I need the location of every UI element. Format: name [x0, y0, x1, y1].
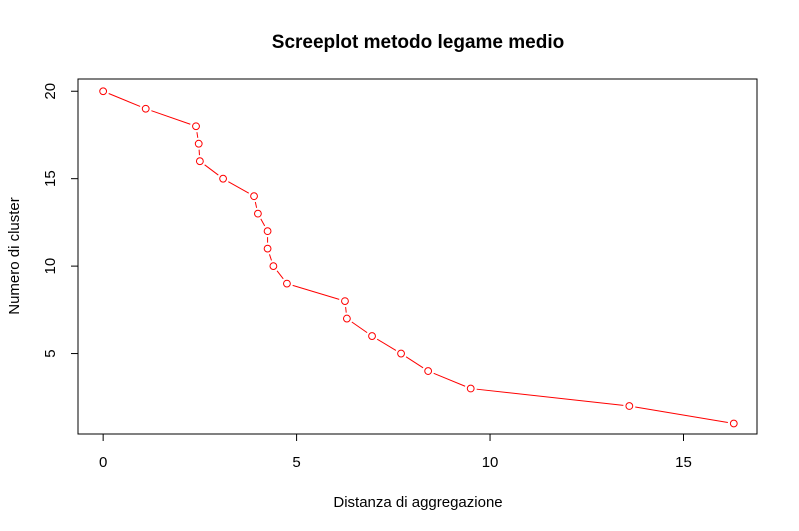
y-tick-label: 15	[42, 170, 59, 187]
data-point	[625, 402, 634, 410]
data-point	[254, 209, 262, 218]
y-axis-label: Numero di cluster	[6, 197, 23, 315]
series-segment	[635, 406, 728, 424]
y-axis: 5 10 15 20	[42, 83, 79, 358]
x-axis: 0 5 10 15	[99, 433, 692, 471]
data-point	[283, 279, 291, 288]
data-point	[99, 87, 108, 96]
data-point	[368, 332, 376, 340]
data-point	[194, 139, 203, 148]
y-tick-label: 20	[42, 83, 59, 100]
data-point	[341, 297, 349, 305]
chart-title: Screeplot metodo legame medio	[272, 32, 564, 53]
data-point	[195, 157, 204, 166]
series-segment	[108, 93, 141, 107]
data-point	[141, 104, 150, 113]
series-segment	[204, 164, 219, 176]
data-point	[342, 314, 351, 323]
series-segment	[405, 356, 424, 369]
series-segment	[268, 254, 272, 261]
series-segment	[433, 372, 466, 387]
series-segment	[196, 132, 199, 138]
data-point	[219, 174, 227, 183]
x-tick-label: 0	[99, 454, 107, 471]
series-segment	[376, 338, 397, 351]
data-point	[397, 349, 405, 358]
data-point	[269, 262, 278, 271]
series-segment	[276, 270, 284, 280]
series-segment	[228, 181, 250, 194]
y-tick-label: 10	[42, 258, 59, 275]
x-tick-label: 5	[292, 454, 300, 471]
data-point	[192, 122, 200, 131]
series-segment	[476, 388, 624, 406]
data-point	[250, 192, 258, 201]
x-tick-label: 15	[675, 454, 692, 471]
plot-frame	[77, 78, 758, 435]
x-tick-label: 10	[482, 454, 499, 471]
series-segment	[292, 284, 340, 300]
series-segment	[260, 218, 266, 227]
data-point	[729, 419, 738, 428]
data-point	[466, 384, 475, 393]
data-point	[424, 367, 433, 375]
series-layer	[99, 87, 738, 428]
series-segment	[151, 110, 191, 125]
data-point	[263, 227, 272, 236]
series-segment	[345, 307, 347, 313]
series-segment	[254, 201, 258, 208]
data-point	[263, 244, 272, 253]
x-axis-label: Distanza di aggregazione	[333, 494, 502, 511]
y-tick-label: 5	[42, 349, 59, 357]
series-segment	[351, 321, 368, 334]
